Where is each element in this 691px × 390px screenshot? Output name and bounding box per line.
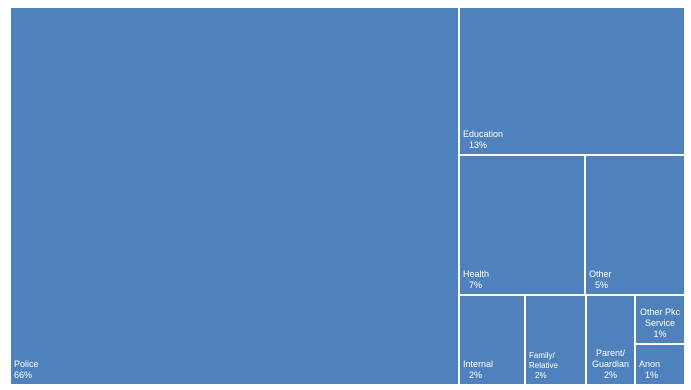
tile-label: Anon 1%: [639, 359, 660, 381]
treemap-tile-education: Education 13%: [459, 7, 685, 155]
treemap-tile-police: Police 66%: [10, 7, 459, 385]
tile-label: Family/ Relative 2%: [529, 351, 585, 381]
treemap-tile-parent-guardian: Parent/ Guardian 2%: [586, 295, 635, 385]
tile-percent-label: 7%: [469, 280, 483, 290]
tile-percent-label: 2%: [469, 370, 483, 380]
treemap-tile-anon: Anon 1%: [635, 344, 685, 385]
tile-label: Education 13%: [463, 129, 503, 151]
tile-category-label: Other: [589, 269, 612, 279]
tile-percent-label: 66%: [14, 370, 33, 380]
treemap-tile-other-pkc-service: Other Pkc Service 1%: [635, 295, 685, 344]
tile-category-label: Anon: [639, 359, 661, 369]
tile-percent-label: 2%: [603, 370, 617, 380]
tile-label: Police 66%: [14, 359, 39, 381]
tile-category-label: Health: [463, 269, 490, 279]
tile-percent-label: 1%: [645, 370, 659, 380]
tile-label: Internal 2%: [463, 359, 493, 381]
tile-category-label: Education: [463, 129, 504, 139]
treemap-tile-family-relative: Family/ Relative 2%: [525, 295, 586, 385]
tile-category-label: Police: [14, 359, 39, 369]
treemap-tile-health: Health 7%: [459, 155, 585, 295]
tile-label: Health 7%: [463, 269, 489, 291]
tile-category-label: Family/ Relative: [529, 351, 558, 370]
tile-label: Other Pkc Service 1%: [636, 307, 684, 340]
tile-percent-label: 2%: [535, 371, 547, 380]
tile-category-label: Internal: [463, 359, 494, 369]
treemap-tile-internal: Internal 2%: [459, 295, 525, 385]
tile-percent-label: 13%: [469, 140, 488, 150]
treemap-chart: Police 66% Education 13% Health 7% Other 5% Inte…: [10, 7, 685, 385]
treemap-tile-other: Other 5%: [585, 155, 685, 295]
tile-percent-label: 5%: [595, 280, 609, 290]
tile-label: Other 5%: [589, 269, 612, 291]
tile-category-label: Other Pkc Service: [639, 307, 680, 328]
tile-percent-label: 1%: [653, 329, 667, 339]
tile-label: Parent/ Guardian 2%: [587, 348, 634, 381]
tile-category-label: Parent/ Guardian: [591, 348, 630, 369]
